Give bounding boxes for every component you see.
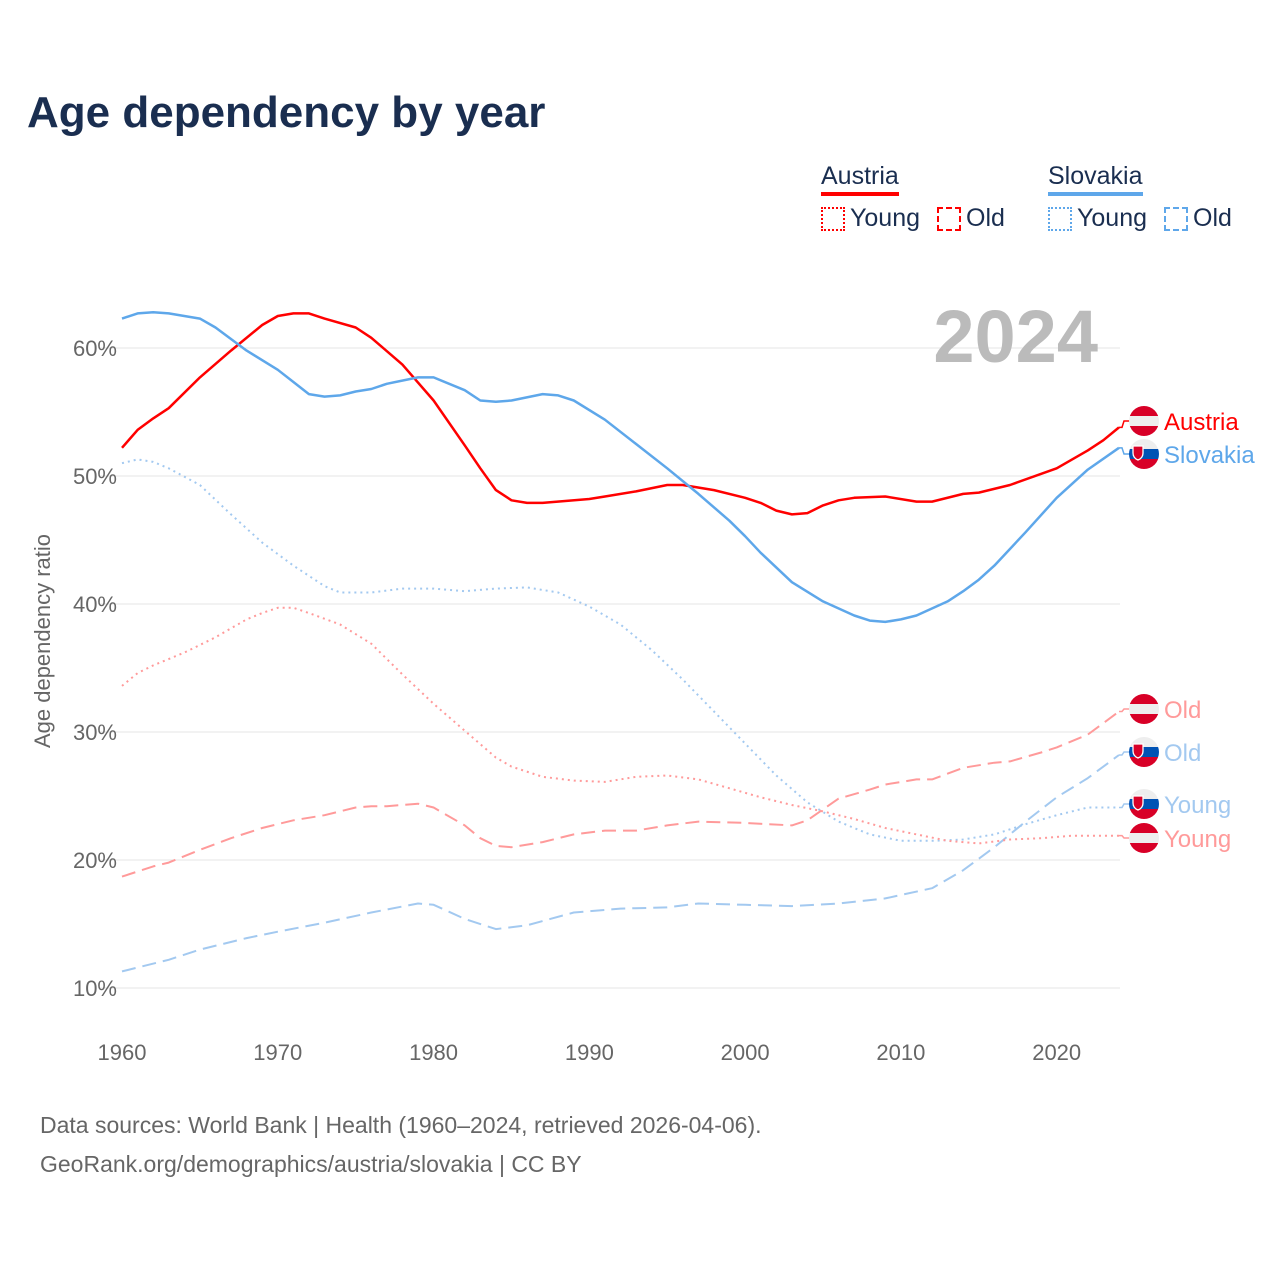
legend-item-austria-young: Young [821, 204, 920, 233]
flag-body [1129, 823, 1159, 853]
y-tick-label: 20% [73, 848, 117, 873]
legend-label: Young [850, 204, 920, 232]
flag-stripe [1129, 426, 1159, 436]
label-connector [1119, 751, 1130, 756]
x-tick-label: 2000 [721, 1040, 770, 1065]
flag-body [1129, 439, 1159, 469]
flag-stripe [1129, 714, 1159, 724]
flag-stripe [1129, 449, 1159, 459]
slovakia-flag-icon [1129, 789, 1159, 819]
legend-item-slovakia-young: Young [1048, 204, 1147, 233]
series-line-slovakia [121, 310, 1120, 624]
end-label: Young [1164, 792, 1231, 819]
legend-item-austria-old: Old [937, 204, 1005, 233]
legend-label: Old [966, 204, 1005, 232]
legend-row-austria: Young Old [821, 204, 1022, 233]
legend-item-slovakia-old: Old [1164, 204, 1232, 233]
x-tick-label: 2020 [1032, 1040, 1081, 1065]
coat-of-arms-icon [1132, 445, 1144, 461]
y-axis-label: Age dependency ratio [30, 534, 55, 748]
y-tick-label: 50% [73, 464, 117, 489]
flag-stripe [1129, 737, 1159, 747]
x-tick-label: 1970 [253, 1040, 302, 1065]
slovakia-flag-icon [1129, 737, 1159, 767]
end-label: Old [1164, 740, 1201, 767]
x-tick-label: 2010 [876, 1040, 925, 1065]
label-connector [1119, 708, 1130, 713]
legend-slovakia: Slovakia Young Old [1048, 162, 1232, 232]
end-label: Slovakia [1164, 442, 1255, 469]
series-line-slovakia-old [121, 754, 1120, 973]
legend-label: Old [1193, 204, 1232, 232]
year-watermark: 2024 [933, 295, 1098, 378]
flag-body [1129, 789, 1159, 819]
legend-label: Young [1077, 204, 1147, 232]
flag-stripe [1129, 694, 1159, 704]
dashed-swatch-icon [1164, 206, 1188, 231]
flag-stripe [1129, 843, 1159, 853]
x-tick-label: 1960 [98, 1040, 147, 1065]
austria-flag-icon [1129, 406, 1159, 436]
chart-title: Age dependency by year [27, 88, 546, 137]
austria-flag-icon [1129, 823, 1159, 853]
legend-country-slovakia: Slovakia [1048, 162, 1143, 196]
legend-country-austria: Austria [821, 162, 899, 196]
flag-stripe [1129, 747, 1159, 757]
flag-stripe [1129, 789, 1159, 799]
flag-stripe [1129, 439, 1159, 449]
label-connector [1119, 834, 1130, 839]
label-connector [1119, 420, 1130, 429]
flag-stripe [1129, 416, 1159, 426]
y-tick-label: 40% [73, 592, 117, 617]
end-label: Young [1164, 826, 1231, 853]
flag-stripe [1129, 757, 1159, 767]
series-line-slovakia-young [121, 458, 1119, 842]
series-line-austria-young [121, 606, 1119, 845]
series-line-austria-old [121, 710, 1120, 878]
flag-body [1129, 406, 1159, 436]
legend-austria: Austria Young Old [821, 162, 1005, 232]
footer-link[interactable]: GeoRank.org/demographics/austria/slovaki… [40, 1151, 582, 1177]
y-tick-label: 60% [73, 336, 117, 361]
dotted-swatch-icon [1048, 206, 1072, 231]
austria-flag-icon [1129, 694, 1159, 724]
y-tick-label: 30% [73, 720, 117, 745]
coat-of-arms-icon [1132, 795, 1144, 811]
coat-of-arms-icon [1132, 743, 1144, 759]
flag-stripe [1129, 406, 1159, 416]
x-tick-label: 1980 [409, 1040, 458, 1065]
y-tick-label: 10% [73, 976, 117, 1001]
label-connector [1119, 447, 1130, 455]
end-label: Old [1164, 697, 1201, 724]
series-line-austria [121, 312, 1120, 516]
dashed-swatch-icon [937, 206, 961, 231]
slovakia-flag-icon [1129, 439, 1159, 469]
x-tick-label: 1990 [565, 1040, 614, 1065]
flag-body [1129, 737, 1159, 767]
end-label: Austria [1164, 409, 1239, 436]
label-connector [1119, 803, 1130, 809]
flag-stripe [1129, 823, 1159, 833]
flag-stripe [1129, 799, 1159, 809]
flag-stripe [1129, 704, 1159, 714]
footer-sources: Data sources: World Bank | Health (1960–… [40, 1112, 762, 1138]
footer: Data sources: World Bank | Health (1960–… [40, 1106, 762, 1184]
legend-row-slovakia: Young Old [1048, 204, 1249, 233]
flag-stripe [1129, 833, 1159, 843]
dotted-swatch-icon [821, 206, 845, 231]
flag-stripe [1129, 809, 1159, 819]
flag-stripe [1129, 459, 1159, 469]
flag-body [1129, 694, 1159, 724]
